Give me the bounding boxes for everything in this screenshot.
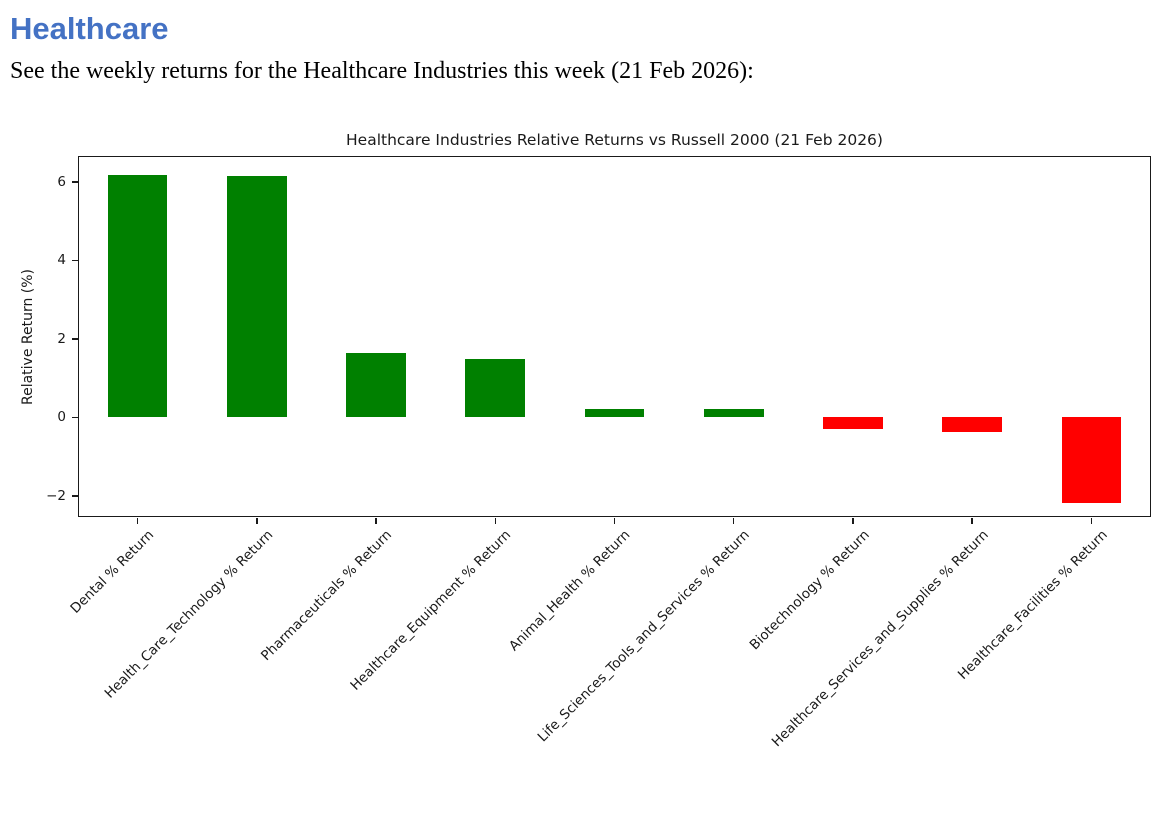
y-tick-label: 0 bbox=[57, 409, 66, 426]
x-tick-mark bbox=[852, 518, 854, 524]
x-tick-mark bbox=[375, 518, 377, 524]
bar-positive bbox=[227, 176, 287, 418]
page-heading: Healthcare bbox=[10, 11, 169, 46]
y-tick-label: 2 bbox=[57, 330, 66, 347]
bar-positive bbox=[346, 353, 406, 418]
chart-title: Healthcare Industries Relative Returns v… bbox=[346, 131, 883, 149]
page-description: See the weekly returns for the Healthcar… bbox=[10, 58, 754, 84]
bar-positive bbox=[465, 359, 526, 418]
y-tick-label: 6 bbox=[57, 173, 66, 190]
y-tick-mark bbox=[71, 181, 78, 183]
y-tick-mark bbox=[71, 259, 78, 262]
x-tick-mark bbox=[1090, 518, 1093, 524]
y-tick-label: −2 bbox=[46, 487, 66, 504]
y-tick-mark bbox=[71, 338, 78, 340]
y-tick-mark bbox=[71, 416, 78, 419]
x-tick-mark bbox=[971, 518, 973, 524]
bar-negative bbox=[823, 417, 883, 429]
y-tick-mark bbox=[71, 495, 78, 497]
x-tick-mark bbox=[136, 518, 139, 524]
bar-positive bbox=[107, 174, 168, 418]
x-tick-mark bbox=[732, 518, 735, 524]
y-tick-label: 4 bbox=[57, 252, 66, 269]
bar-positive bbox=[584, 408, 645, 418]
bar-negative bbox=[1061, 417, 1122, 504]
bar-negative bbox=[942, 417, 1002, 432]
x-tick-mark bbox=[613, 518, 616, 524]
x-tick-mark bbox=[494, 518, 497, 524]
x-tick-mark bbox=[256, 518, 258, 524]
bar-positive bbox=[703, 409, 764, 418]
